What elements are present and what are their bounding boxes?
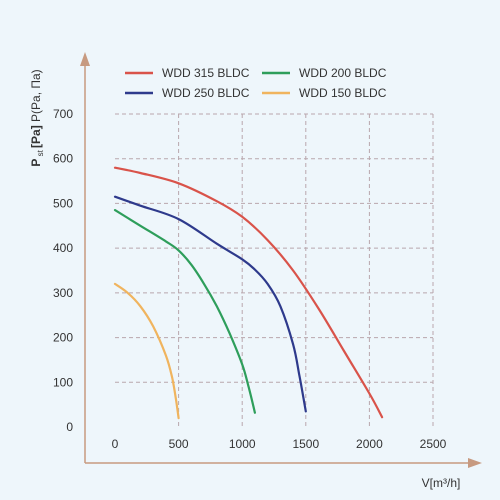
- legend-label: WDD 250 BLDC: [162, 86, 250, 100]
- legend-item-wdd-200-bldc: WDD 200 BLDC: [262, 66, 387, 80]
- x-tick-label: 1000: [229, 437, 256, 451]
- y-tick-label: 300: [53, 286, 73, 300]
- legend-label: WDD 315 BLDC: [162, 66, 250, 80]
- legend-label: WDD 200 BLDC: [299, 66, 387, 80]
- y-tick-label: 0: [66, 420, 73, 434]
- series-line-wdd-315-bldc: [113, 166, 384, 419]
- legend: WDD 315 BLDC WDD 200 BLDC WDD 250 BLDC WDD …: [125, 66, 387, 100]
- y-axis-label: P st [Pa] P(Pa, Па): [29, 69, 45, 166]
- axis-labels: V[m³/h] P st [Pa] P(Pa, Па): [29, 69, 460, 490]
- y-tick-label: 200: [53, 331, 73, 345]
- x-tick-label: 2000: [356, 437, 383, 451]
- tick-labels: 0 100 200 300 400 500 600 700 0 500 1000 1500 2000 25…: [53, 107, 447, 451]
- y-tick-label: 500: [53, 196, 73, 210]
- series-lines: [113, 166, 384, 420]
- y-tick-label: 700: [53, 107, 73, 121]
- x-tick-label: 2500: [420, 437, 447, 451]
- legend-item-wdd-150-bldc: WDD 150 BLDC: [262, 86, 387, 100]
- y-tick-label: 400: [53, 241, 73, 255]
- axes: [80, 52, 482, 468]
- series-line-wdd-200-bldc: [113, 209, 256, 414]
- series-line-wdd-250-bldc: [113, 195, 307, 413]
- legend-item-wdd-250-bldc: WDD 250 BLDC: [125, 86, 250, 100]
- legend-item-wdd-315-bldc: WDD 315 BLDC: [125, 66, 250, 80]
- legend-label: WDD 150 BLDC: [299, 86, 387, 100]
- y-tick-label: 600: [53, 152, 73, 166]
- y-tick-label: 100: [53, 375, 73, 389]
- x-tick-label: 0: [112, 437, 119, 451]
- x-axis-label: V[m³/h]: [422, 476, 461, 490]
- x-tick-label: 1500: [292, 437, 319, 451]
- grid: [115, 113, 434, 427]
- x-axis-arrow-icon: [468, 458, 482, 468]
- svg-text:P st [Pa] P(Pa, Па): P st [Pa] P(Pa, Па): [29, 69, 45, 166]
- x-tick-label: 500: [169, 437, 189, 451]
- series-line-wdd-150-bldc: [113, 282, 180, 420]
- y-axis-arrow-icon: [80, 52, 90, 66]
